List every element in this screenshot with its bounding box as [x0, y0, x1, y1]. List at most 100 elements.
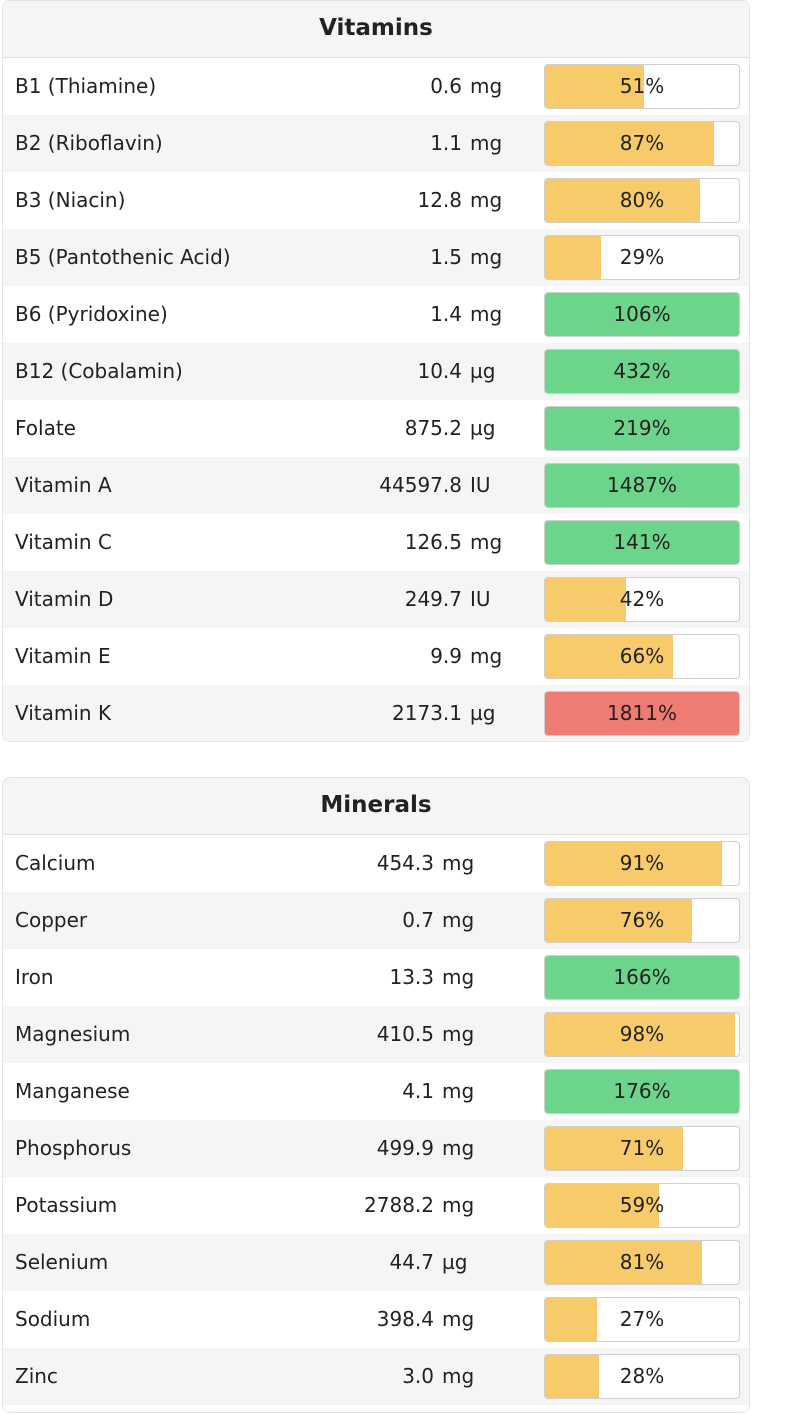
nutrient-unit: mg — [442, 908, 475, 932]
nutrient-name: B6 (Pyridoxine) — [15, 302, 168, 326]
nutrient-row: Sodium 398.4 mg 27% — [3, 1291, 749, 1348]
nutrient-row: B2 (Riboflavin) 1.1 mg 87% — [3, 115, 749, 172]
daily-value-percent: 432% — [613, 359, 671, 383]
nutrient-amount: 9.9 — [430, 644, 462, 668]
nutrient-row: Vitamin C 126.5 mg 141% — [3, 514, 749, 571]
nutrient-row: Calcium 454.3 mg 91% — [3, 835, 749, 892]
nutrient-unit: mg — [442, 1307, 475, 1331]
nutrient-unit: IU — [470, 587, 491, 611]
daily-value-bar-fill — [545, 899, 693, 942]
daily-value-percent: 1487% — [607, 473, 677, 497]
nutrient-name: Sodium — [15, 1307, 91, 1331]
daily-value-bar: 219% — [544, 406, 740, 451]
nutrient-row: Selenium 44.7 µg 81% — [3, 1234, 749, 1291]
daily-value-bar-fill — [545, 1127, 683, 1170]
nutrient-unit: mg — [442, 851, 475, 875]
daily-value-bar-fill — [545, 956, 739, 999]
nutrient-row: B12 (Cobalamin) 10.4 µg 432% — [3, 343, 749, 400]
nutrient-name: Potassium — [15, 1193, 118, 1217]
daily-value-bar-fill — [545, 236, 602, 279]
daily-value-bar: 71% — [544, 1126, 740, 1171]
nutrient-row: Zinc 3.0 mg 28% — [3, 1348, 749, 1405]
daily-value-bar: 76% — [544, 898, 740, 943]
vitamins-title: Vitamins — [3, 1, 749, 58]
daily-value-bar-fill — [545, 1013, 736, 1056]
nutrient-unit: mg — [470, 245, 503, 269]
daily-value-bar-fill — [545, 521, 739, 564]
nutrient-unit: µg — [470, 416, 496, 440]
daily-value-percent: 219% — [613, 416, 671, 440]
nutrient-unit: mg — [470, 131, 503, 155]
nutrient-name: B3 (Niacin) — [15, 188, 126, 212]
daily-value-percent: 166% — [613, 965, 671, 989]
nutrient-name: Vitamin C — [15, 530, 112, 554]
nutrient-unit: IU — [470, 473, 491, 497]
nutrient-name: Vitamin E — [15, 644, 111, 668]
minerals-rows: Calcium 454.3 mg 91% Copper 0.7 mg 76% Iron 13.3 m… — [3, 835, 749, 1405]
nutrient-unit: mg — [442, 1136, 475, 1160]
daily-value-bar: 106% — [544, 292, 740, 337]
nutrient-amount: 410.5 — [376, 1022, 434, 1046]
nutrient-name: Manganese — [15, 1079, 130, 1103]
daily-value-bar-fill — [545, 842, 722, 885]
daily-value-bar: 27% — [544, 1297, 740, 1342]
nutrient-name: Iron — [15, 965, 54, 989]
daily-value-percent: 91% — [619, 851, 665, 875]
daily-value-percent: 141% — [613, 530, 671, 554]
daily-value-percent: 71% — [619, 1136, 665, 1160]
daily-value-bar-fill — [545, 1355, 600, 1398]
nutrient-row: Vitamin A 44597.8 IU 1487% — [3, 457, 749, 514]
nutrient-amount: 4.1 — [402, 1079, 434, 1103]
daily-value-percent: 76% — [619, 908, 665, 932]
daily-value-bar: 91% — [544, 841, 740, 886]
daily-value-bar-fill — [545, 1241, 703, 1284]
nutrient-amount: 13.3 — [389, 965, 434, 989]
nutrient-row: Manganese 4.1 mg 176% — [3, 1063, 749, 1120]
nutrient-row: Vitamin K 2173.1 µg 1811% — [3, 685, 749, 741]
nutrient-amount: 454.3 — [376, 851, 434, 875]
nutrient-unit: µg — [442, 1250, 468, 1274]
daily-value-bar-fill — [545, 65, 644, 108]
daily-value-bar: 42% — [544, 577, 740, 622]
nutrient-amount: 44.7 — [389, 1250, 434, 1274]
nutrient-unit: mg — [470, 74, 503, 98]
daily-value-percent: 42% — [619, 587, 665, 611]
daily-value-percent: 1811% — [607, 701, 677, 725]
daily-value-bar: 81% — [544, 1240, 740, 1285]
nutrient-unit: mg — [442, 1193, 475, 1217]
nutrient-unit: mg — [470, 530, 503, 554]
nutrient-amount: 0.6 — [430, 74, 462, 98]
nutrient-name: Vitamin D — [15, 587, 114, 611]
nutrient-amount: 499.9 — [376, 1136, 434, 1160]
daily-value-bar: 98% — [544, 1012, 740, 1057]
daily-value-bar: 66% — [544, 634, 740, 679]
minerals-panel: Minerals Calcium 454.3 mg 91% Copper 0.7 mg 76%… — [2, 777, 750, 1413]
daily-value-bar: 1487% — [544, 463, 740, 508]
daily-value-percent: 106% — [613, 302, 671, 326]
daily-value-bar: 51% — [544, 64, 740, 109]
nutrient-unit: mg — [442, 965, 475, 989]
nutrient-row: Magnesium 410.5 mg 98% — [3, 1006, 749, 1063]
daily-value-bar-fill — [545, 635, 674, 678]
daily-value-bar-fill — [545, 1298, 598, 1341]
nutrient-row: Folate 875.2 µg 219% — [3, 400, 749, 457]
nutrient-name: Vitamin A — [15, 473, 112, 497]
daily-value-bar: 87% — [544, 121, 740, 166]
nutrient-amount: 44597.8 — [379, 473, 462, 497]
nutrient-amount: 3.0 — [402, 1364, 434, 1388]
daily-value-bar: 176% — [544, 1069, 740, 1114]
nutrient-amount: 1.5 — [430, 245, 462, 269]
nutrient-name: Phosphorus — [15, 1136, 132, 1160]
daily-value-percent: 59% — [619, 1193, 665, 1217]
nutrient-row: Phosphorus 499.9 mg 71% — [3, 1120, 749, 1177]
daily-value-percent: 81% — [619, 1250, 665, 1274]
nutrient-unit: µg — [470, 701, 496, 725]
nutrient-amount: 875.2 — [404, 416, 462, 440]
nutrient-amount: 2788.2 — [364, 1193, 434, 1217]
nutrient-name: B1 (Thiamine) — [15, 74, 157, 98]
daily-value-bar: 141% — [544, 520, 740, 565]
nutrient-amount: 0.7 — [402, 908, 434, 932]
daily-value-bar: 28% — [544, 1354, 740, 1399]
daily-value-bar-fill — [545, 692, 739, 735]
nutrient-name: B2 (Riboflavin) — [15, 131, 163, 155]
